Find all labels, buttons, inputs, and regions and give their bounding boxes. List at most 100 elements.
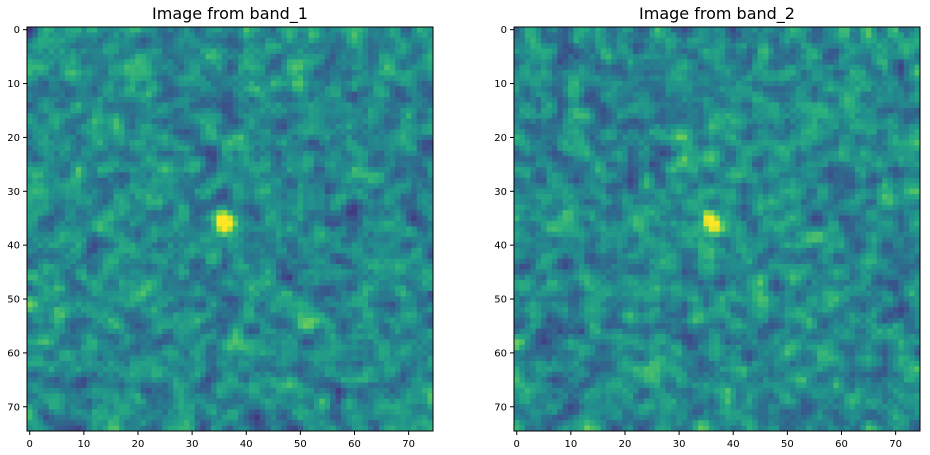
heatmap-cell	[81, 242, 87, 249]
heatmap-cell	[27, 134, 33, 141]
heatmap-cell	[324, 231, 331, 238]
heatmap-cell	[340, 80, 347, 87]
heatmap-cell	[232, 177, 239, 184]
heatmap-cell	[162, 339, 169, 346]
heatmap-cell	[119, 355, 125, 362]
heatmap-cell	[368, 269, 374, 276]
heatmap-cell	[124, 312, 131, 319]
heatmap-cell	[232, 328, 239, 335]
heatmap-cell	[205, 215, 212, 222]
heatmap-cell	[292, 226, 299, 233]
heatmap-cell	[216, 253, 223, 260]
heatmap-cell	[75, 53, 82, 60]
heatmap-cell	[357, 172, 364, 179]
heatmap-cell	[297, 317, 304, 324]
heatmap-cell	[48, 107, 55, 114]
heatmap-cell	[373, 64, 380, 71]
heatmap-cell	[248, 43, 255, 49]
heatmap-cell	[276, 145, 282, 152]
heatmap-cell	[319, 91, 326, 98]
heatmap-cell	[265, 113, 271, 119]
heatmap-cell	[227, 301, 234, 308]
heatmap-cell	[427, 290, 434, 297]
heatmap-cell	[292, 86, 299, 93]
heatmap-cell	[270, 301, 277, 308]
heatmap-cell	[146, 253, 152, 260]
heatmap-cell	[70, 70, 77, 76]
heatmap-cell	[368, 145, 374, 152]
heatmap-cell	[340, 210, 347, 216]
heatmap-cell	[324, 301, 331, 308]
heatmap-cell	[384, 247, 391, 254]
heatmap-cell	[292, 140, 299, 146]
heatmap-cell	[81, 317, 87, 324]
heatmap-cell	[238, 177, 244, 184]
heatmap-cell	[308, 145, 315, 152]
heatmap-cell	[313, 377, 320, 383]
heatmap-cell	[389, 274, 396, 281]
heatmap-cell	[395, 247, 401, 254]
heatmap-cell	[232, 86, 239, 93]
heatmap-cell	[357, 37, 364, 44]
heatmap-cell	[232, 37, 239, 44]
heatmap-cell	[48, 226, 55, 233]
heatmap-cell	[102, 215, 109, 222]
heatmap-cell	[276, 301, 282, 308]
heatmap-cell	[64, 91, 71, 98]
heatmap-cell	[64, 237, 71, 243]
heatmap-cell	[216, 204, 223, 211]
heatmap-cell	[64, 280, 71, 286]
heatmap-cell	[373, 107, 380, 114]
heatmap-cell	[373, 91, 380, 98]
heatmap-cell	[303, 285, 309, 292]
heatmap-cell	[86, 344, 93, 351]
heatmap-cell	[313, 48, 320, 55]
heatmap-cell	[270, 274, 277, 281]
heatmap-cell	[292, 285, 299, 292]
heatmap-cell	[297, 328, 304, 335]
heatmap-cell	[173, 140, 179, 146]
heatmap-cell	[54, 161, 60, 168]
heatmap-cell	[259, 355, 266, 362]
heatmap-cell	[335, 43, 342, 49]
heatmap-cell	[43, 253, 50, 260]
heatmap-cell	[330, 226, 336, 233]
heatmap-cell	[205, 253, 212, 260]
heatmap-cell	[286, 86, 293, 93]
heatmap-cell	[216, 360, 223, 367]
heatmap-cell	[346, 323, 353, 330]
heatmap-cell	[140, 107, 147, 114]
heatmap-cell	[86, 75, 93, 82]
heatmap-cell	[297, 334, 304, 340]
heatmap-cell	[319, 355, 326, 362]
heatmap-cell	[362, 156, 369, 163]
heatmap-cell	[64, 296, 71, 303]
heatmap-cell	[119, 210, 125, 216]
heatmap-cell	[324, 220, 331, 227]
heatmap-cell	[183, 156, 190, 163]
heatmap-cell	[265, 377, 271, 383]
heatmap-cell	[324, 156, 331, 163]
heatmap-cell	[102, 193, 109, 200]
heatmap-cell	[346, 307, 353, 313]
heatmap-cell	[216, 193, 223, 200]
heatmap-cell	[70, 150, 77, 157]
heatmap-cell	[286, 307, 293, 313]
heatmap-cell	[373, 371, 380, 378]
heatmap-cell	[200, 64, 207, 71]
heatmap-cell	[113, 323, 120, 330]
heatmap-cell	[227, 264, 234, 270]
heatmap-cell	[286, 161, 293, 168]
heatmap-cell	[86, 328, 93, 335]
heatmap-cell	[373, 264, 380, 270]
heatmap-cell	[97, 150, 104, 157]
heatmap-cell	[156, 242, 163, 249]
heatmap-cell	[238, 242, 244, 249]
heatmap-cell	[389, 75, 396, 82]
heatmap-cell	[362, 161, 369, 168]
heatmap-cell	[319, 237, 326, 243]
heatmap-cell	[308, 334, 315, 340]
heatmap-cell	[86, 86, 93, 93]
heatmap-cell	[243, 296, 250, 303]
heatmap-cell	[340, 97, 347, 103]
